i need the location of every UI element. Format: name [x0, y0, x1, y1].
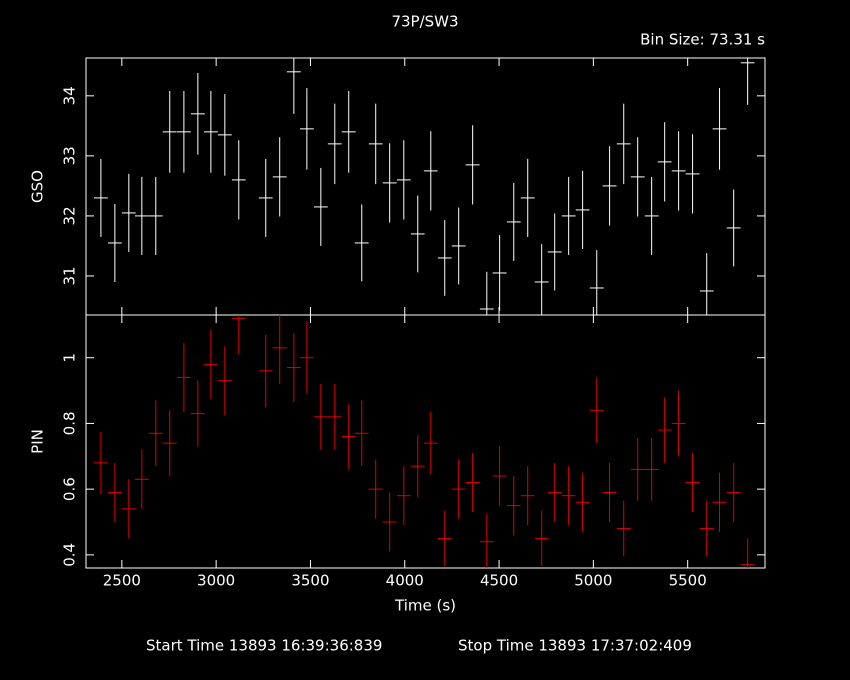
- chart-title: 73P/SW3: [391, 13, 458, 31]
- x-tick-label: 5000: [574, 572, 612, 590]
- y-tick-label: 31: [61, 266, 79, 285]
- stop-time: Stop Time 13893 17:37:02:409: [458, 637, 692, 655]
- x-tick-label: 4500: [480, 572, 518, 590]
- x-tick-label: 2500: [103, 572, 141, 590]
- y-tick-label: 0.6: [61, 477, 79, 501]
- y-tick-label: 33: [61, 146, 79, 165]
- plot-frame: [85, 314, 766, 569]
- y-tick-label: 0.4: [61, 543, 79, 567]
- start-time: Start Time 13893 16:39:36:839: [146, 637, 382, 655]
- x-tick-label: 3500: [291, 572, 329, 590]
- x-tick-label: 3000: [197, 572, 235, 590]
- chart-subtitle: Bin Size: 73.31 s: [640, 31, 765, 49]
- x-tick-label: 4000: [386, 572, 424, 590]
- y-tick-label: 32: [61, 206, 79, 225]
- y-tick-label: 34: [61, 86, 79, 105]
- y-axis-label: PIN: [29, 429, 47, 454]
- x-axis-label: Time (s): [394, 597, 456, 615]
- y-axis-label: GSO: [29, 170, 47, 203]
- y-tick-label: 1: [61, 353, 79, 363]
- y-tick-label: 0.8: [61, 411, 79, 435]
- x-tick-label: 5500: [669, 572, 707, 590]
